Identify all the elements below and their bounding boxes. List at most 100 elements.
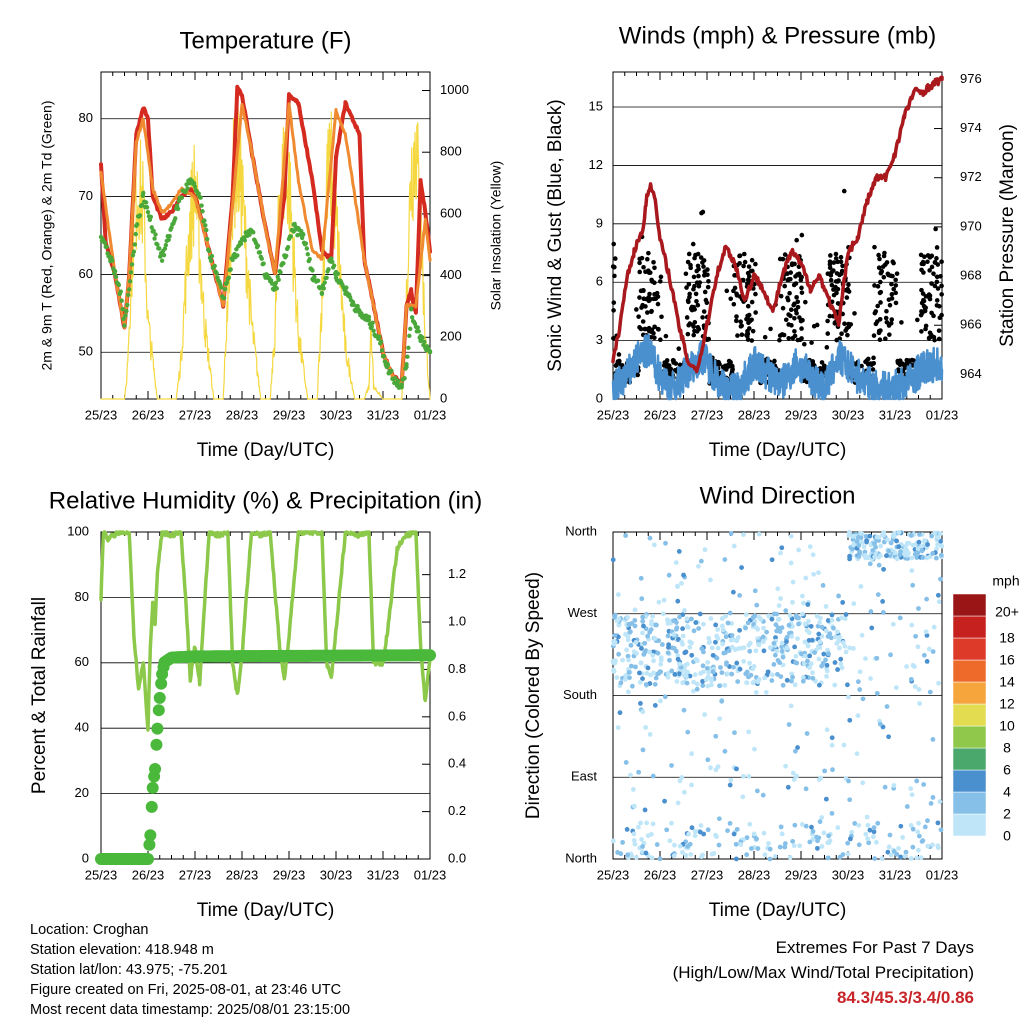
direction-direction-point bbox=[845, 840, 851, 846]
direction-direction-point bbox=[747, 660, 752, 666]
winds-gust-point bbox=[696, 273, 701, 279]
direction-direction-point bbox=[924, 633, 930, 638]
direction-direction-point bbox=[805, 643, 811, 649]
direction-direction-point bbox=[694, 681, 700, 687]
direction-direction-point bbox=[628, 663, 634, 669]
direction-direction-point bbox=[767, 846, 773, 852]
winds-gust-point bbox=[701, 258, 707, 263]
direction-direction-point bbox=[886, 548, 892, 554]
direction-direction-point bbox=[704, 666, 710, 671]
direction-direction-point bbox=[787, 613, 793, 618]
temperature-dewpoint-point bbox=[257, 250, 263, 255]
direction-direction-point bbox=[652, 636, 658, 641]
winds-gust-point bbox=[701, 273, 707, 278]
direction-direction-point bbox=[659, 642, 665, 647]
direction-direction-point bbox=[647, 731, 653, 737]
temperature-dewpoint-point bbox=[395, 378, 401, 384]
direction-ytick-label: West bbox=[568, 605, 598, 620]
winds-gust-point bbox=[872, 244, 877, 250]
direction-direction-point bbox=[778, 674, 784, 679]
direction-direction-point bbox=[719, 616, 725, 621]
winds-gust-point bbox=[676, 346, 682, 351]
direction-direction-point bbox=[856, 543, 862, 548]
temperature-dewpoint-point bbox=[134, 222, 140, 227]
humidity-precip-point bbox=[153, 691, 166, 704]
direction-direction-point bbox=[782, 844, 788, 850]
created-text: Figure created on Fri, 2025-08-01, at 23… bbox=[30, 982, 342, 998]
temperature-dewpoint-point bbox=[319, 290, 325, 296]
direction-direction-point bbox=[823, 796, 829, 802]
winds-gust-point bbox=[701, 309, 707, 314]
direction-xtick-label: 29/23 bbox=[785, 867, 818, 882]
direction-legend-label: 4 bbox=[1003, 784, 1011, 800]
temperature-dewpoint-point bbox=[158, 254, 163, 259]
direction-direction-point bbox=[725, 828, 730, 834]
direction-direction-point bbox=[888, 652, 893, 658]
winds-gust-point bbox=[882, 250, 887, 256]
direction-direction-point bbox=[632, 617, 638, 623]
winds-gust-point bbox=[687, 291, 692, 297]
temperature-dewpoint-point bbox=[326, 267, 331, 272]
direction-direction-point bbox=[811, 571, 817, 577]
direction-direction-point bbox=[692, 828, 698, 834]
direction-direction-point bbox=[898, 854, 904, 860]
humidity-ytick-right-label: 0.8 bbox=[448, 661, 466, 676]
direction-direction-point bbox=[874, 690, 880, 696]
direction-direction-point bbox=[701, 621, 706, 627]
direction-direction-point bbox=[628, 642, 634, 648]
direction-direction-point bbox=[926, 646, 932, 652]
winds-xtick-label: 29/23 bbox=[785, 407, 818, 422]
direction-direction-point bbox=[633, 664, 638, 670]
direction-direction-point bbox=[834, 629, 840, 635]
direction-direction-point bbox=[829, 617, 835, 623]
winds-gust-point bbox=[739, 332, 745, 337]
temperature-dewpoint-point bbox=[221, 295, 227, 301]
winds-gust-point bbox=[645, 256, 650, 262]
direction-direction-point bbox=[810, 829, 816, 834]
winds-gust-point bbox=[938, 273, 943, 279]
winds-gust-point bbox=[782, 252, 788, 257]
temperature-dewpoint-point bbox=[118, 289, 123, 294]
winds-gust-point bbox=[692, 283, 697, 289]
winds-ytick-right-label: 964 bbox=[960, 366, 982, 381]
direction-direction-point bbox=[677, 778, 683, 784]
direction-direction-point bbox=[734, 660, 740, 666]
direction-direction-point bbox=[696, 626, 702, 631]
direction-direction-point bbox=[771, 611, 777, 617]
temperature-dewpoint-point bbox=[379, 348, 385, 353]
winds-gust-point bbox=[691, 324, 696, 329]
direction-direction-point bbox=[896, 845, 901, 851]
direction-direction-point bbox=[715, 764, 721, 770]
direction-direction-point bbox=[650, 773, 656, 779]
temperature-dewpoint-point bbox=[132, 242, 138, 247]
elevation-text: Station elevation: 418.948 m bbox=[30, 942, 214, 958]
direction-direction-point bbox=[636, 769, 642, 775]
winds-gust-point bbox=[732, 273, 737, 278]
direction-direction-point bbox=[897, 552, 903, 558]
direction-direction-point bbox=[806, 618, 811, 624]
direction-direction-point bbox=[829, 735, 835, 741]
winds-gust-point bbox=[690, 241, 696, 247]
direction-direction-point bbox=[769, 616, 775, 622]
winds-xtick-label: 31/23 bbox=[879, 407, 912, 422]
winds-gust-point bbox=[753, 261, 758, 267]
temperature-dewpoint-point bbox=[416, 329, 421, 334]
winds-gust-point bbox=[835, 286, 841, 292]
direction-direction-point bbox=[816, 656, 822, 662]
winds-gust-point bbox=[799, 232, 805, 238]
direction-direction-point bbox=[817, 620, 822, 625]
direction-legend-label: 8 bbox=[1003, 740, 1011, 756]
direction-direction-point bbox=[798, 651, 804, 657]
direction-direction-point bbox=[909, 568, 915, 573]
direction-direction-point bbox=[913, 633, 919, 639]
temperature-dewpoint-point bbox=[159, 258, 165, 263]
temperature-dewpoint-point bbox=[206, 248, 212, 254]
direction-direction-point bbox=[637, 670, 642, 676]
direction-direction-point bbox=[775, 586, 781, 592]
direction-direction-point bbox=[786, 722, 792, 727]
winds-gust-point bbox=[655, 326, 661, 332]
direction-direction-point bbox=[863, 534, 869, 539]
direction-direction-point bbox=[816, 835, 822, 841]
direction-direction-point bbox=[714, 834, 719, 839]
direction-direction-point bbox=[649, 831, 654, 837]
